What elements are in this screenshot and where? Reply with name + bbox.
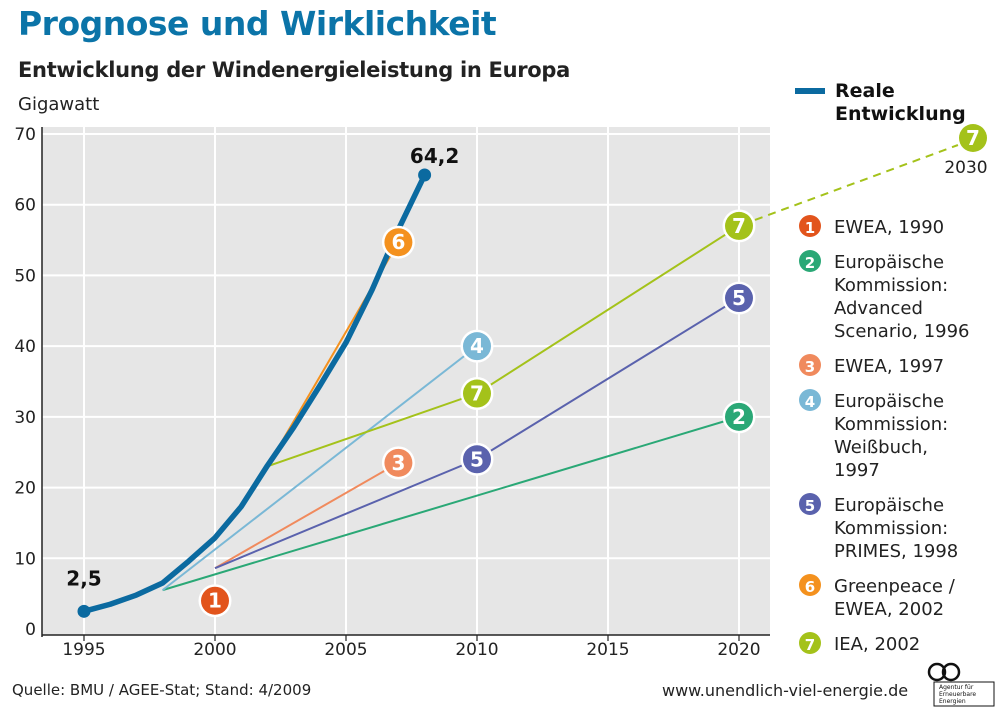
x-tick-label-2000: 2000: [193, 640, 236, 660]
website-link[interactable]: www.unendlich-viel-energie.de: [662, 681, 909, 700]
forecast-badge-6-label: 6: [391, 230, 405, 254]
forecast-badge-5-b: [725, 284, 753, 313]
legend-badge-5-label: 5: [805, 497, 815, 515]
forecast-badge-3-label: 3: [391, 451, 405, 475]
forecast-badge-5: [463, 445, 491, 474]
x-tick-label-2005: 2005: [324, 640, 367, 660]
y-tick-label-30: 30: [14, 408, 36, 428]
y-tick-label-0: 0: [25, 620, 36, 640]
x-tick-label-1995: 1995: [62, 640, 105, 660]
forecast-badge-5-b-label: 5: [732, 286, 746, 310]
y-tick-label-50: 50: [14, 266, 36, 286]
legend-label-1: EWEA, 1990: [834, 217, 944, 238]
legend-badge-7: [799, 632, 821, 654]
forecast-badge-7-b: [725, 211, 753, 240]
forecast-badge-4-label: 4: [470, 334, 484, 358]
forecast-badge-7: [463, 379, 491, 408]
legend-label-5: Kommission:: [834, 518, 948, 539]
forecast-badge-4: [463, 332, 491, 361]
y-tick-label-20: 20: [14, 479, 36, 499]
real-start-point: [77, 604, 91, 618]
chart-subtitle: Entwicklung der Windenergieleistung in E…: [18, 58, 571, 82]
x-tick-label-2010: 2010: [455, 640, 498, 660]
forecast-badge-7-2030-label: 7: [966, 126, 980, 150]
forecast-badge-7-2030: [959, 124, 987, 152]
legend-label-5: Europäische: [834, 495, 944, 516]
real-end-point: [418, 168, 432, 182]
forecast-badge-1: [201, 586, 229, 615]
real-end-label: 64,2: [410, 144, 459, 168]
legend-label-4: Weißbuch,: [834, 437, 928, 458]
legend-label-6: Greenpeace /: [834, 576, 956, 597]
forecast-line-2: [162, 415, 740, 592]
legend-label-4: 1997: [834, 460, 880, 481]
legend-label-2: Scenario, 1996: [834, 321, 970, 342]
legend-label-2: Advanced: [834, 298, 923, 319]
forecast-badge-2: [725, 402, 753, 431]
forecast-line-4: [161, 345, 478, 591]
forecast-line-3: [214, 461, 399, 570]
real-development-line: [81, 172, 428, 615]
forecast-2030-label: 2030: [944, 158, 987, 178]
legend-badge-3: [799, 354, 821, 376]
forecast-badge-7-label: 7: [470, 382, 484, 406]
legend-badge-2-label: 2: [805, 254, 815, 272]
legend-label-5: PRIMES, 1998: [834, 541, 958, 562]
legend-badge-7-label: 7: [805, 636, 815, 654]
legend-label-4: Europäische: [834, 391, 944, 412]
legend-label-2: Kommission:: [834, 275, 948, 296]
chart-title: Prognose und Wirklichkeit: [18, 4, 497, 43]
legend-real-label: Entwicklung: [835, 103, 966, 125]
legend-badge-4-label: 4: [805, 393, 815, 411]
legend-badge-4: [799, 389, 821, 411]
source-note: Quelle: BMU / AGEE-Stat; Stand: 4/2009: [12, 681, 312, 699]
forecast-badge-5-label: 5: [470, 447, 484, 471]
legend-label-3: EWEA, 1997: [834, 356, 944, 377]
forecast-badge-2-label: 2: [732, 405, 746, 429]
agency-logo: Agentur für Erneuerbare Energien: [927, 662, 995, 707]
legend-badge-1: [799, 215, 821, 237]
forecast-extension-7: [754, 144, 959, 221]
svg-text:Agentur für: Agentur für: [939, 684, 974, 691]
legend-label-2: Europäische: [834, 252, 944, 273]
legend-badge-3-label: 3: [805, 358, 815, 376]
forecast-badge-6: [384, 228, 413, 257]
real-start-label: 2,5: [66, 566, 101, 590]
legend-badge-6-label: 6: [805, 578, 815, 596]
legend-real-label: Reale: [835, 80, 895, 102]
x-tick-label-2020: 2020: [717, 640, 760, 660]
svg-text:Energien: Energien: [939, 698, 966, 705]
forecast-badge-7-b-label: 7: [732, 214, 746, 238]
forecast-badge-3: [384, 448, 413, 477]
y-tick-label-60: 60: [14, 196, 36, 216]
legend-badge-1-label: 1: [805, 219, 815, 237]
y-axis-label: Gigawatt: [18, 94, 100, 115]
legend-label-4: Kommission:: [834, 414, 948, 435]
legend-label-7: IEA, 2002: [834, 634, 920, 655]
legend-label-6: EWEA, 2002: [834, 599, 944, 620]
y-tick-label-10: 10: [14, 549, 36, 569]
svg-text:Erneuerbare: Erneuerbare: [939, 691, 976, 698]
x-tick-label-2015: 2015: [586, 640, 629, 660]
legend-badge-6: [799, 574, 821, 596]
legend-badge-2: [799, 250, 821, 272]
y-tick-label-40: 40: [14, 337, 36, 357]
legend-badge-5: [799, 493, 821, 515]
forecast-badge-1-label: 1: [208, 589, 222, 613]
y-tick-label-70: 70: [14, 125, 36, 145]
